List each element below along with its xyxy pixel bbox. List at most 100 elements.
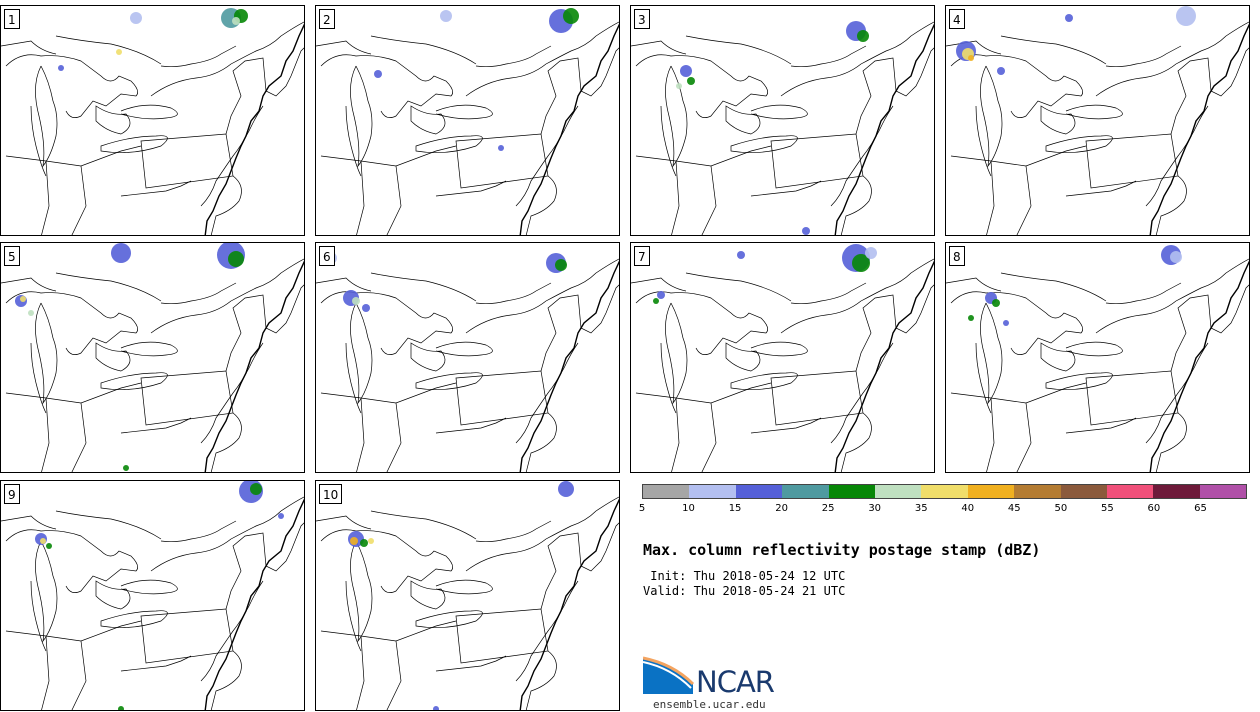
basemap [631, 244, 934, 472]
panel-number: 10 [319, 484, 343, 504]
panel-number: 3 [634, 9, 650, 29]
ncar-logo-icon [643, 656, 695, 694]
basemap [946, 6, 1249, 235]
reflectivity-echo [555, 259, 567, 271]
colorbar-swatch [921, 485, 968, 498]
plot-title: Max. column reflectivity postage stamp (… [643, 541, 1041, 559]
panel-number: 1 [4, 9, 20, 29]
reflectivity-echo [563, 8, 579, 24]
colorbar-swatch [782, 485, 829, 498]
reflectivity-echo [350, 537, 358, 545]
panel-number: 4 [949, 9, 965, 29]
postage-stamp-panel-3: 3 [630, 5, 935, 236]
reflectivity-echo [498, 145, 504, 151]
reflectivity-echo [657, 291, 665, 299]
valid-time: Valid: Thu 2018-05-24 21 UTC [643, 584, 846, 598]
reflectivity-echo [968, 315, 974, 321]
basemap [1, 243, 304, 472]
reflectivity-echo [116, 49, 122, 55]
colorbar-tick-label: 40 [961, 503, 975, 514]
postage-stamp-panel-7: 7 [630, 242, 935, 473]
basemap [316, 252, 619, 472]
reflectivity-echo [440, 10, 452, 22]
reflectivity-echo [992, 299, 1000, 307]
basemap [1, 8, 304, 235]
postage-stamp-panel-5: 5 [0, 242, 305, 473]
colorbar-tick-label: 35 [914, 503, 928, 514]
reflectivity-echo [680, 65, 692, 77]
reflectivity-echo [232, 17, 240, 25]
reflectivity-echo [737, 251, 745, 259]
reflectivity-echo [352, 297, 360, 305]
reflectivity-echo [1176, 6, 1196, 26]
basemap [631, 21, 934, 235]
colorbar-swatch [643, 485, 690, 498]
panel-number: 5 [4, 246, 20, 266]
reflectivity-echo [558, 481, 574, 497]
reflectivity-echo [228, 251, 244, 267]
reflectivity-echo [362, 304, 370, 312]
reflectivity-echo [687, 77, 695, 85]
panel-number: 8 [949, 246, 965, 266]
basemap [316, 8, 619, 235]
reflectivity-echo [250, 483, 262, 495]
basemap [1, 481, 304, 710]
colorbar-swatch [874, 485, 922, 498]
website-link[interactable]: ensemble.ucar.edu [653, 698, 766, 711]
reflectivity-echo [123, 465, 129, 471]
reflectivity-echo [360, 539, 368, 547]
colorbar-tick-label: 50 [1054, 503, 1068, 514]
reflectivity-echo [865, 247, 877, 259]
reflectivity-echo [40, 538, 46, 544]
postage-stamp-panel-10: 10 [315, 480, 620, 711]
basemap [946, 245, 1249, 472]
reflectivity-echo [111, 243, 131, 263]
reflectivity-echo [1065, 14, 1073, 22]
reflectivity-echo [130, 12, 142, 24]
colorbar-tick-label: 30 [868, 503, 882, 514]
postage-stamp-panel-4: 4 [945, 5, 1250, 236]
colorbar-tick-label: 60 [1147, 503, 1161, 514]
panel-number: 6 [319, 246, 335, 266]
reflectivity-echo [653, 298, 659, 304]
reflectivity-echo [968, 55, 974, 61]
colorbar-tick-label: 55 [1101, 503, 1114, 514]
postage-stamp-panel-6: 6 [315, 242, 620, 473]
colorbar-swatch [1014, 485, 1061, 498]
reflectivity-echo [997, 67, 1005, 75]
reflectivity-echo [28, 310, 34, 316]
colorbar-swatch [1060, 485, 1107, 498]
reflectivity-echo [118, 706, 124, 710]
reflectivity-echo [802, 227, 810, 235]
reflectivity-echo [852, 254, 870, 272]
colorbar-swatch [828, 485, 875, 498]
postage-stamp-panel-1: 1 [0, 5, 305, 236]
colorbar-tick-label: 65 [1194, 503, 1207, 514]
postage-stamp-panel-8: 8 [945, 242, 1250, 473]
reflectivity-echo [676, 83, 682, 89]
reflectivity-echo [20, 296, 26, 302]
colorbar-ticks: 5 10 15 20 25 30 35 40 45 50 55 60 65 [638, 503, 1247, 517]
reflectivity-echo [58, 65, 64, 71]
reflectivity-echo [374, 70, 382, 78]
panel-number: 7 [634, 246, 650, 266]
colorbar-swatch [689, 485, 736, 498]
colorbar-swatch [1153, 485, 1200, 498]
reflectivity-echo [46, 543, 52, 549]
reflectivity-echo [433, 706, 439, 710]
colorbar-tick-label: 5 [638, 503, 646, 514]
colorbar-swatch [1199, 485, 1247, 498]
panel-number: 9 [4, 484, 20, 504]
ncar-logo-text: NCAR [696, 665, 775, 699]
postage-stamp-panel-2: 2 [315, 5, 620, 236]
colorbar-swatch [735, 485, 783, 498]
postage-stamp-panel-9: 9 [0, 480, 305, 711]
colorbar-tick-label: 15 [728, 503, 742, 514]
panel-number: 2 [319, 9, 335, 29]
reflectivity-echo [278, 513, 284, 519]
colorbar-swatch [1106, 485, 1154, 498]
colorbar-tick-label: 45 [1007, 503, 1021, 514]
colorbar-tick-label: 10 [682, 503, 695, 514]
reflectivity-colorbar [642, 484, 1247, 499]
basemap [316, 481, 619, 710]
